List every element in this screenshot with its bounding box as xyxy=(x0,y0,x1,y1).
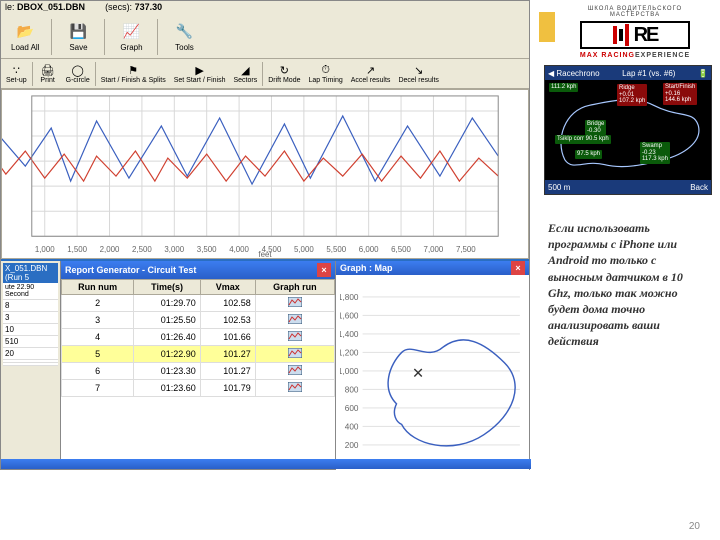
ssf-button[interactable]: ▶Set Start / Finish xyxy=(171,63,229,84)
svg-text:5,000: 5,000 xyxy=(294,245,314,254)
graph-button[interactable]: 📈Graph xyxy=(113,20,149,54)
run-list-item[interactable]: 10 xyxy=(3,324,58,336)
print-button[interactable]: 🖨Print xyxy=(35,63,61,84)
titlebar: le: DBOX_051.DBN (secs): 737.30 xyxy=(1,1,529,15)
svg-text:400: 400 xyxy=(345,423,359,432)
svg-text:1,500: 1,500 xyxy=(67,245,87,254)
telemetry-app-window: le: DBOX_051.DBN (secs): 737.30 📂Load Al… xyxy=(0,0,530,470)
toolbar-main: 📂Load All 💾Save 📈Graph 🔧Tools xyxy=(1,15,529,59)
sfs-button[interactable]: ⚑Start / Finish & Splits xyxy=(98,63,169,84)
report-title: Report Generator - Circuit Test xyxy=(65,265,196,275)
save-button[interactable]: 💾Save xyxy=(60,20,96,54)
run-list-item[interactable]: 8 xyxy=(3,300,58,312)
svg-text:7,000: 7,000 xyxy=(424,245,444,254)
close-icon[interactable]: × xyxy=(511,261,525,275)
back-button[interactable]: Back xyxy=(690,183,708,192)
run-list-item[interactable]: 510 xyxy=(3,336,58,348)
run-list-header: X_051.DBN (Run 5 xyxy=(3,263,58,283)
report-panel: Report Generator - Circuit Test × Run nu… xyxy=(61,261,336,459)
decel-button[interactable]: ↘Decel results xyxy=(395,63,441,84)
svg-text:1,800: 1,800 xyxy=(340,293,359,302)
setup-button[interactable]: ∵Set-up xyxy=(3,63,30,84)
gcircle-button[interactable]: ◯G-circle xyxy=(63,63,93,84)
mobile-footer: 500 m Back xyxy=(545,180,711,194)
mobile-app: ◀ Racechrono Lap #1 (vs. #6) 🔋 111.2 kph… xyxy=(544,65,712,195)
svg-text:600: 600 xyxy=(345,404,359,413)
drift-button[interactable]: ↻Drift Mode xyxy=(265,63,303,84)
track-marker: Ridge+0.01107.2 kph xyxy=(617,84,647,106)
svg-text:1,000: 1,000 xyxy=(35,245,55,254)
map-panel: Graph : Map × 200 400 600 800 1,000 1,200 1,40… xyxy=(336,261,529,459)
track-marker: 97.5 kph xyxy=(575,150,602,159)
svg-text:6,000: 6,000 xyxy=(359,245,379,254)
load-button[interactable]: 📂Load All xyxy=(7,20,43,54)
tools-button[interactable]: 🔧Tools xyxy=(166,20,202,54)
table-row[interactable]: 701:23.60101.79 xyxy=(62,380,335,397)
report-header[interactable]: Report Generator - Circuit Test × xyxy=(61,261,335,279)
map-body[interactable]: 200 400 600 800 1,000 1,200 1,400 1,600 1,800 ✕ xyxy=(336,275,529,471)
mobile-header: ◀ Racechrono Lap #1 (vs. #6) 🔋 xyxy=(545,66,711,80)
accel-button[interactable]: ↗Accel results xyxy=(348,63,394,84)
svg-text:3,500: 3,500 xyxy=(197,245,217,254)
report-table[interactable]: Run numTime(s)VmaxGraph run201:29.70102.… xyxy=(61,279,335,459)
svg-text:✕: ✕ xyxy=(412,366,424,382)
run-list-item[interactable]: 20 xyxy=(3,348,58,360)
svg-text:3,000: 3,000 xyxy=(164,245,184,254)
svg-text:6,500: 6,500 xyxy=(391,245,411,254)
track-marker: 111.2 kph xyxy=(549,83,578,92)
logo-mark: RE xyxy=(580,21,690,49)
table-row[interactable]: 501:22.90101.27 xyxy=(62,346,335,363)
track-marker: Swamp-0.23117.3 kph xyxy=(640,142,670,164)
track-marker: Start/Finish+0.16144.6 kph xyxy=(663,83,697,105)
svg-text:1,000: 1,000 xyxy=(340,367,359,376)
svg-text:feet: feet xyxy=(258,250,272,258)
svg-text:7,500: 7,500 xyxy=(456,245,476,254)
lap-button[interactable]: ⏱Lap Timing xyxy=(306,63,346,84)
svg-text:1,200: 1,200 xyxy=(340,349,359,358)
taskbar xyxy=(1,459,531,469)
track-marker: Tsiklp corr 90.5 kph xyxy=(555,135,611,144)
svg-text:2,000: 2,000 xyxy=(100,245,120,254)
svg-text:200: 200 xyxy=(345,441,359,450)
table-row[interactable]: 401:26.40101.66 xyxy=(62,329,335,346)
map-title: Graph : Map xyxy=(340,263,393,273)
brand-logo: ШКОЛА ВОДИТЕЛЬСКОГО МАСТЕРСТВА RE MAX RA… xyxy=(565,6,705,59)
page-number: 20 xyxy=(689,521,700,532)
logo-topline: ШКОЛА ВОДИТЕЛЬСКОГО МАСТЕРСТВА xyxy=(565,6,705,18)
table-row[interactable]: 601:23.30101.27 xyxy=(62,363,335,380)
mobile-track-view[interactable]: 111.2 kph Ridge+0.01107.2 kph Start/Finish… xyxy=(545,80,711,180)
table-row[interactable]: 201:29.70102.58 xyxy=(62,295,335,312)
map-header[interactable]: Graph : Map × xyxy=(336,261,529,275)
accent-band xyxy=(539,12,555,42)
sectors-button[interactable]: ◢Sectors xyxy=(230,63,260,84)
svg-text:4,000: 4,000 xyxy=(229,245,249,254)
toolbar-secondary: ∵Set-up🖨Print◯G-circle⚑Start / Finish & … xyxy=(1,59,529,89)
svg-text:1,400: 1,400 xyxy=(340,330,359,339)
track-marker: Bridge-0.30 xyxy=(585,120,606,135)
run-list-item[interactable] xyxy=(3,363,58,366)
description-text: Если использовать программы с iPhone или… xyxy=(548,220,708,350)
svg-text:1,600: 1,600 xyxy=(340,312,359,321)
svg-text:5,500: 5,500 xyxy=(326,245,346,254)
run-list-panel: X_051.DBN (Run 5 ute 22.90 Second 831051… xyxy=(1,261,61,459)
main-chart[interactable]: 1,0001,5002,0002,5003,0003,5004,0004,500… xyxy=(1,89,529,259)
table-row[interactable]: 301:25.50102.53 xyxy=(62,312,335,329)
close-icon[interactable]: × xyxy=(317,263,331,277)
logo-subline: MAX RACINGEXPERIENCE xyxy=(565,52,705,59)
svg-text:800: 800 xyxy=(345,386,359,395)
svg-text:2,500: 2,500 xyxy=(132,245,152,254)
run-list-item[interactable]: 3 xyxy=(3,312,58,324)
